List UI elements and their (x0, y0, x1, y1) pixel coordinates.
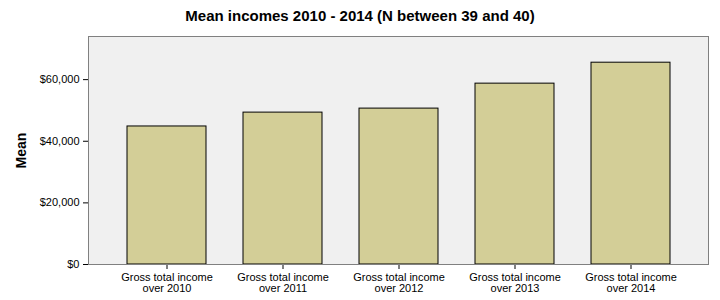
svg-text:$20,000: $20,000 (40, 196, 80, 208)
svg-text:Gross total incomeover 2013: Gross total incomeover 2013 (469, 271, 561, 294)
svg-text:$0: $0 (67, 258, 79, 270)
svg-text:Mean: Mean (13, 133, 29, 169)
svg-text:Gross total incomeover 2011: Gross total incomeover 2011 (237, 271, 329, 294)
svg-text:Gross total incomeover 2010: Gross total incomeover 2010 (121, 271, 213, 294)
html-text:Mean incomes 2010 - 2014 (N be: Mean incomes 2010 - 2014 (N between 39 a… (185, 7, 535, 24)
svg-text:Gross total incomeover 2012: Gross total incomeover 2012 (353, 271, 445, 294)
svg-text:Gross total incomeover 2014: Gross total incomeover 2014 (585, 271, 677, 294)
svg-text:$60,000: $60,000 (40, 73, 80, 85)
svg-text:$40,000: $40,000 (40, 135, 80, 147)
